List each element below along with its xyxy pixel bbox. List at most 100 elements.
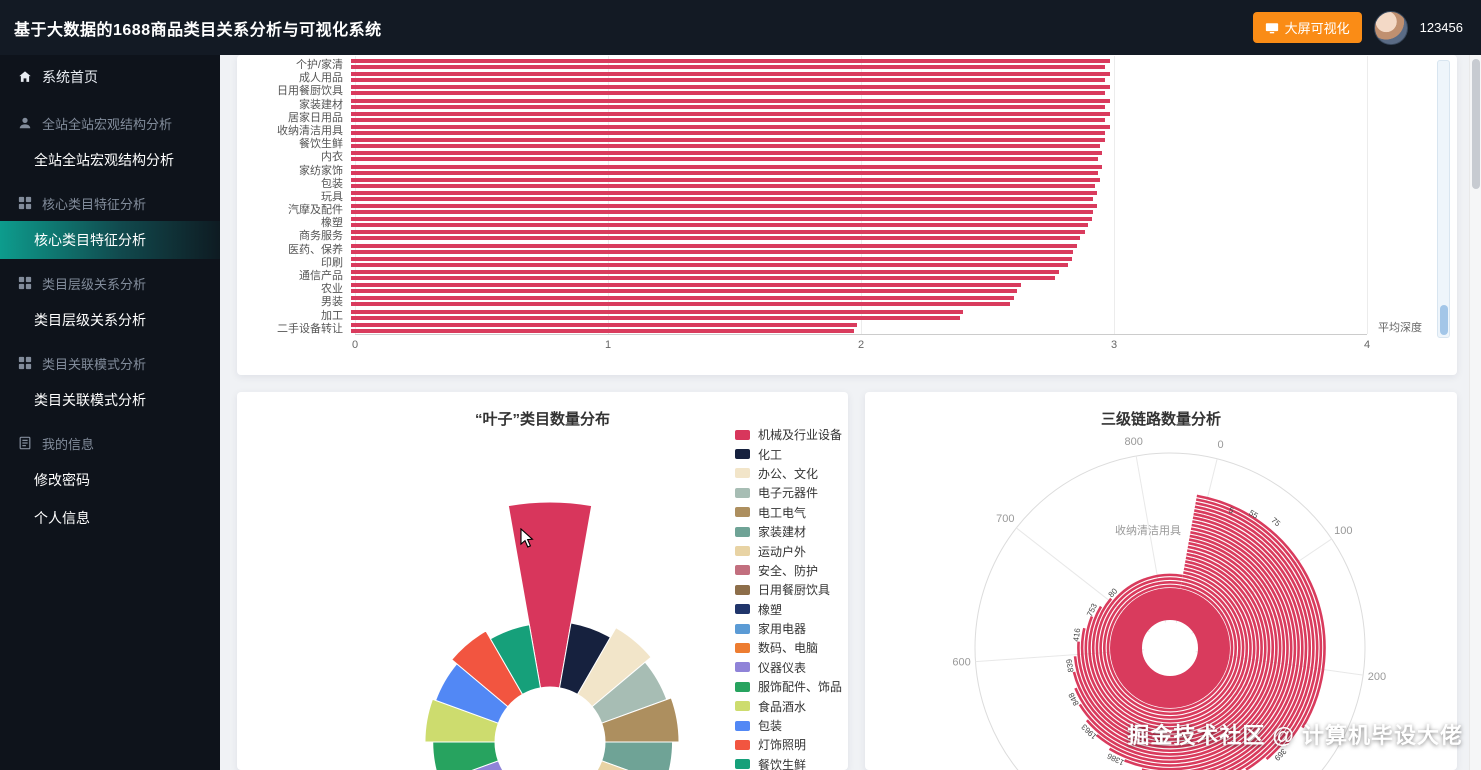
- category-label: 家装建材: [299, 98, 343, 111]
- avatar[interactable]: [1373, 10, 1408, 45]
- legend-item[interactable]: 安全、防护: [735, 561, 842, 580]
- bar: [351, 270, 1060, 274]
- sidebar-groups: 全站全站宏观结构分析 全站全站宏观结构分析 核心类目特征分析 核心类目特征分析 类目层级…: [0, 105, 220, 537]
- sidebar-section[interactable]: 核心类目特征分析: [0, 185, 220, 221]
- polar-bar: [1073, 552, 1267, 745]
- bar: [351, 170, 1098, 175]
- avg-depth-bar-chart: 个护/家清 成人用品 日用餐厨饮具 家装建材 居家日用品 收纳清洁用具 餐饮生鲜 内衣 家纺家饰…: [241, 56, 1453, 356]
- legend-label: 电工电气: [758, 505, 807, 520]
- scrollbar-thumb[interactable]: [1472, 59, 1480, 189]
- legend-item[interactable]: 灯饰照明: [735, 735, 842, 754]
- legend-item[interactable]: 数码、电脑: [735, 638, 842, 657]
- pie-sector[interactable]: [507, 501, 593, 689]
- avg-depth-chart-card: 个护/家清 成人用品 日用餐厨饮具 家装建材 居家日用品 收纳清洁用具 餐饮生鲜 内衣 家纺家饰…: [237, 55, 1457, 375]
- legend-item[interactable]: 电子元器件: [735, 483, 842, 502]
- polar-bar: [1099, 577, 1241, 719]
- category-label: 包装: [321, 177, 343, 190]
- datazoom-handle[interactable]: [1439, 305, 1448, 335]
- sidebar-item[interactable]: 个人信息: [34, 510, 90, 526]
- pie-sector[interactable]: [592, 760, 673, 770]
- sidebar-item[interactable]: 类目关联模式分析: [34, 392, 146, 408]
- bar-row: 收纳清洁用具: [241, 122, 1363, 137]
- legend-label: 餐饮生鲜: [758, 757, 807, 770]
- legend-item[interactable]: 电工电气: [735, 503, 842, 522]
- polar-bar: [1192, 520, 1300, 770]
- polar-center-ring: [1110, 588, 1230, 708]
- legend-item[interactable]: 家装建材: [735, 522, 842, 541]
- legend-item[interactable]: 日用餐厨饮具: [735, 580, 842, 599]
- page-scrollbar[interactable]: [1469, 55, 1481, 770]
- polar-bar: [1194, 505, 1315, 770]
- bar: [351, 91, 1106, 96]
- legend-chip: [735, 565, 750, 576]
- pie-sector[interactable]: [601, 741, 674, 770]
- bar: [351, 249, 1073, 254]
- bar-row: 医药、保养: [241, 241, 1363, 256]
- user-icon: [18, 116, 32, 130]
- legend-item[interactable]: 仪器仪表: [735, 658, 842, 677]
- bar: [351, 59, 1110, 63]
- sidebar-item[interactable]: 核心类目特征分析: [0, 221, 220, 259]
- gridline: [355, 56, 356, 334]
- bar: [351, 78, 1106, 83]
- sidebar-section[interactable]: 类目关联模式分析: [0, 345, 220, 381]
- datazoom-slider[interactable]: [1437, 60, 1450, 338]
- sidebar-item[interactable]: 类目层级关系分析: [34, 312, 146, 328]
- bar: [351, 262, 1068, 267]
- polar-bar: [1080, 560, 1260, 738]
- legend-label: 服饰配件、饰品: [758, 680, 843, 695]
- home-icon: [18, 70, 32, 84]
- bar: [351, 302, 1010, 307]
- legend-item[interactable]: 食品酒水: [735, 696, 842, 715]
- leaf-chart-title: “叶子”类目数量分布: [474, 411, 610, 428]
- bar: [351, 243, 1078, 248]
- legend-label: 家用电器: [758, 622, 807, 637]
- category-label: 橡塑: [321, 217, 343, 230]
- category-label: 农业: [321, 283, 343, 296]
- sidebar-section[interactable]: 我的信息: [0, 425, 220, 461]
- sidebar-section[interactable]: 全站全站宏观结构分析: [0, 105, 220, 141]
- legend-item[interactable]: 包装: [735, 716, 842, 735]
- legend-item[interactable]: 办公、文化: [735, 464, 842, 483]
- legend-chip: [735, 720, 750, 731]
- sidebar-section-label: 我的信息: [42, 436, 95, 452]
- bar: [351, 98, 1110, 103]
- legend-item[interactable]: 家用电器: [735, 619, 842, 638]
- username: 123456: [1419, 20, 1463, 35]
- legend-label: 仪器仪表: [758, 660, 807, 675]
- legend-item[interactable]: 橡塑: [735, 600, 842, 619]
- legend-item[interactable]: 化工: [735, 444, 842, 463]
- top-header: 基于大数据的1688商品类目关系分析与可视化系统 大屏可视化 123456: [0, 0, 1481, 55]
- legend-item[interactable]: 服饰配件、饰品: [735, 677, 842, 696]
- bar: [351, 210, 1093, 215]
- grid-icon: [18, 196, 32, 210]
- bar: [351, 117, 1106, 122]
- bar-row: 通信产品: [241, 267, 1363, 282]
- legend-chip: [735, 642, 750, 653]
- bar: [351, 315, 960, 320]
- legend-item[interactable]: 运动户外: [735, 541, 842, 560]
- legend-chip: [735, 759, 750, 770]
- bar-row: 玩具: [241, 188, 1363, 203]
- sidebar-item-home[interactable]: 系统首页: [0, 55, 220, 99]
- legend-item[interactable]: 餐饮生鲜: [735, 755, 842, 770]
- polar-bar: [1195, 501, 1319, 760]
- gridline: [1367, 56, 1368, 334]
- sidebar-section-label: 核心类目特征分析: [42, 196, 147, 212]
- sidebar-item[interactable]: 修改密码: [34, 472, 90, 488]
- link-count-card: 三级链路数量分析 0 100 200 600 700 800 5 55 75 80 753 416 83…: [865, 392, 1457, 770]
- bar-value-label: 416: [1071, 627, 1082, 642]
- category-label: 男装: [321, 296, 343, 309]
- app-title: 基于大数据的1688商品类目关系分析与可视化系统: [14, 21, 382, 39]
- sidebar-item[interactable]: 全站全站宏观结构分析: [34, 152, 174, 168]
- pie-sector[interactable]: [489, 624, 542, 696]
- legend-item[interactable]: 机械及行业设备: [735, 425, 842, 444]
- legend-label: 化工: [758, 447, 783, 462]
- bar: [351, 138, 1105, 143]
- sidebar-section[interactable]: 类目层级关系分析: [0, 265, 220, 301]
- polar-bar: [1102, 581, 1237, 715]
- bigscreen-button[interactable]: 大屏可视化: [1252, 12, 1362, 43]
- leaf-chart-legend: 机械及行业设备化工办公、文化 电子元器件电工电气家装建材 运动户外 安全、防护 日用餐厨…: [735, 425, 842, 770]
- polar-bar: [1141, 523, 1297, 770]
- angle-axis-tick: 200: [1368, 671, 1386, 683]
